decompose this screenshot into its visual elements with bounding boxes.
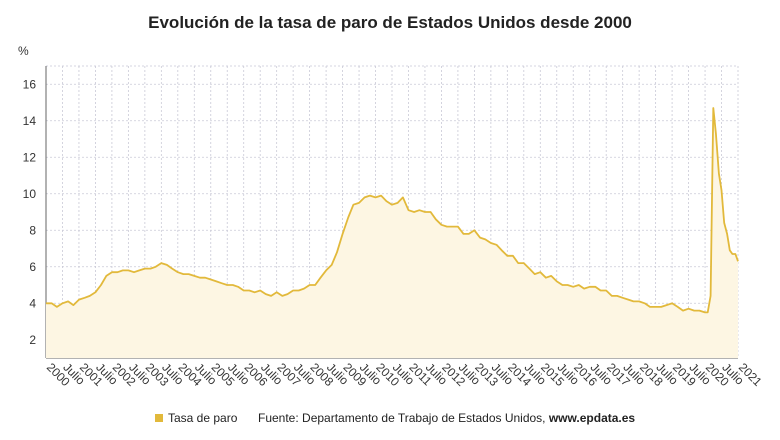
- y-tick-label: 2: [29, 333, 36, 347]
- legend: Tasa de paro Fuente: Departamento de Tra…: [155, 411, 635, 425]
- source-text: Fuente: Departamento de Trabajo de Estad…: [258, 411, 635, 425]
- series-line: [46, 107, 739, 314]
- y-tick-label: 14: [23, 114, 37, 128]
- y-tick-label: 10: [23, 187, 37, 201]
- source-site: www.epdata.es: [548, 411, 636, 425]
- y-tick-label: 6: [29, 260, 36, 274]
- series-area: [46, 108, 738, 358]
- source-prefix: Fuente: Departamento de Trabajo de Estad…: [258, 411, 549, 425]
- y-tick-label: 8: [29, 223, 36, 237]
- y-axis-label: %: [18, 44, 29, 58]
- y-tick-label: 12: [23, 150, 37, 164]
- chart-title: Evolución de la tasa de paro de Estados …: [148, 13, 632, 32]
- series-group: [46, 107, 739, 358]
- legend-swatch: [155, 414, 163, 422]
- y-tick-label: 4: [29, 296, 36, 310]
- x-axis-ticks: 2000Julio2001Julio2002Julio2003Julio2004…: [44, 360, 765, 389]
- legend-label: Tasa de paro: [168, 411, 238, 425]
- y-tick-label: 16: [23, 77, 37, 91]
- y-axis-ticks: 2 4 6 8 10 12 14 16: [23, 77, 37, 347]
